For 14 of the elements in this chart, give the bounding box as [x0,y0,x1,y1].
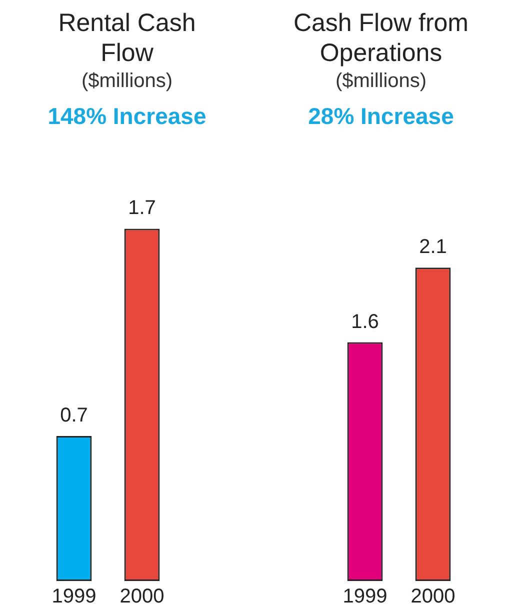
x-tick-label: 2000 [410,586,456,607]
chart-title: Rental Cash Flow [57,8,197,68]
chart-subtitle: ($millions) [80,70,174,93]
data-label: 1.7 [128,197,156,220]
x-tick-label: 1999 [52,586,96,607]
chart-title: Cash Flow from Operations [292,8,470,68]
data-label: 1.6 [351,310,379,333]
chart-subtitle: ($millions) [334,70,428,93]
data-label: 2.1 [419,236,447,258]
x-tick-label: 2000 [120,586,164,607]
data-label: 0.7 [60,404,88,426]
text: 148% Increase [46,103,208,130]
x-tick-label: 1999 [342,586,388,607]
text: 28% Increase [307,103,455,130]
